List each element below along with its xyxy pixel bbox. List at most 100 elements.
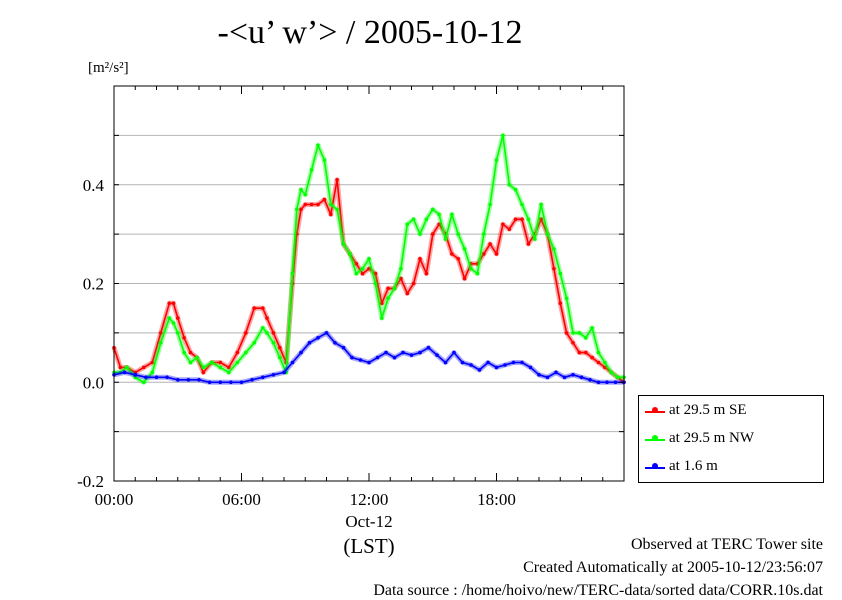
data-point-1 xyxy=(367,257,371,261)
data-point-1 xyxy=(501,133,505,138)
data-point-1 xyxy=(341,242,346,246)
data-point-0 xyxy=(501,222,505,227)
data-point-1 xyxy=(539,202,543,207)
data-point-2 xyxy=(290,360,295,365)
data-point-0 xyxy=(411,281,416,286)
data-point-0 xyxy=(261,306,265,311)
data-point-2 xyxy=(299,350,303,355)
data-point-0 xyxy=(227,365,231,370)
data-point-0 xyxy=(450,252,454,256)
data-point-0 xyxy=(603,365,607,370)
data-point-1 xyxy=(411,217,416,222)
data-point-1 xyxy=(475,271,480,276)
data-point-2 xyxy=(528,365,533,370)
data-point-2 xyxy=(333,341,337,345)
data-point-2 xyxy=(460,360,465,365)
data-point-0 xyxy=(513,217,518,222)
footer-source: Data source : /home/hoivo/new/TERC-data/… xyxy=(373,582,823,599)
data-point-2 xyxy=(486,360,490,365)
data-point-2 xyxy=(477,368,482,372)
data-point-1 xyxy=(450,212,454,217)
series-halo-2 xyxy=(113,330,624,385)
data-point-1 xyxy=(150,370,155,375)
data-point-2 xyxy=(588,378,592,382)
data-point-0 xyxy=(218,360,223,365)
data-point-2 xyxy=(596,380,601,385)
data-point-1 xyxy=(558,271,563,276)
data-point-2 xyxy=(271,373,276,377)
data-point-1 xyxy=(564,296,569,301)
data-point-0 xyxy=(244,331,248,335)
data-point-2 xyxy=(229,380,233,385)
legend-label-low: at 1.6 m xyxy=(669,458,718,474)
y-tick-label: 0.4 xyxy=(83,176,105,195)
data-point-1 xyxy=(252,341,256,345)
data-point-1 xyxy=(195,355,199,360)
series-layer xyxy=(111,132,626,385)
data-point-1 xyxy=(201,365,206,370)
data-point-1 xyxy=(360,266,365,271)
y-tick-label: -0.2 xyxy=(77,472,104,491)
data-point-2 xyxy=(176,378,180,382)
data-point-1 xyxy=(577,331,582,335)
x-tick-label: 00:00 xyxy=(95,490,134,509)
y-tick-label: 0.0 xyxy=(83,373,104,392)
data-point-2 xyxy=(282,370,286,375)
data-point-0 xyxy=(431,232,435,236)
data-point-0 xyxy=(577,350,582,355)
data-point-1 xyxy=(176,331,180,335)
data-point-0 xyxy=(142,365,146,370)
footer-observed: Observed at TERC Tower site xyxy=(630,536,823,553)
data-point-1 xyxy=(520,202,524,207)
data-point-1 xyxy=(488,202,492,207)
data-point-0 xyxy=(552,266,556,271)
data-point-0 xyxy=(558,301,563,306)
legend-label-nw: at 29.5 m NW xyxy=(669,430,754,446)
data-point-0 xyxy=(118,365,123,370)
data-point-1 xyxy=(507,182,512,187)
data-point-0 xyxy=(437,222,441,227)
data-point-2 xyxy=(218,380,223,385)
data-point-1 xyxy=(462,247,467,251)
data-point-2 xyxy=(392,355,397,360)
legend: at 29.5 m SE at 29.5 m NW at 1.6 m xyxy=(638,395,824,483)
data-point-1 xyxy=(278,355,282,360)
data-point-1 xyxy=(235,360,240,365)
data-point-0 xyxy=(571,341,575,345)
data-point-1 xyxy=(290,271,295,276)
data-point-0 xyxy=(386,286,390,291)
data-point-1 xyxy=(373,281,378,286)
data-point-1 xyxy=(590,326,594,330)
data-point-0 xyxy=(424,271,429,276)
data-point-2 xyxy=(186,378,191,382)
data-point-0 xyxy=(182,336,186,340)
data-point-2 xyxy=(613,380,618,385)
data-point-2 xyxy=(261,375,265,380)
data-point-0 xyxy=(507,227,512,231)
data-point-2 xyxy=(341,345,346,350)
data-point-0 xyxy=(278,345,282,350)
data-point-2 xyxy=(384,350,388,355)
data-point-1 xyxy=(533,237,537,241)
data-point-2 xyxy=(367,360,371,365)
data-point-0 xyxy=(488,242,492,246)
data-point-2 xyxy=(435,353,439,357)
data-point-0 xyxy=(265,316,269,320)
data-point-0 xyxy=(564,331,569,335)
data-point-1 xyxy=(552,247,556,251)
data-point-1 xyxy=(424,217,429,222)
data-point-0 xyxy=(299,207,303,212)
data-point-0 xyxy=(354,262,359,266)
data-point-0 xyxy=(367,266,371,271)
data-point-1 xyxy=(596,350,601,355)
data-point-1 xyxy=(167,316,172,320)
data-point-2 xyxy=(494,365,499,370)
data-point-2 xyxy=(571,373,575,377)
data-point-0 xyxy=(380,301,384,306)
data-point-0 xyxy=(188,350,193,355)
data-point-1 xyxy=(299,187,303,192)
data-point-1 xyxy=(261,326,265,330)
data-point-1 xyxy=(125,365,129,370)
data-point-1 xyxy=(609,370,614,375)
data-point-2 xyxy=(511,360,516,365)
